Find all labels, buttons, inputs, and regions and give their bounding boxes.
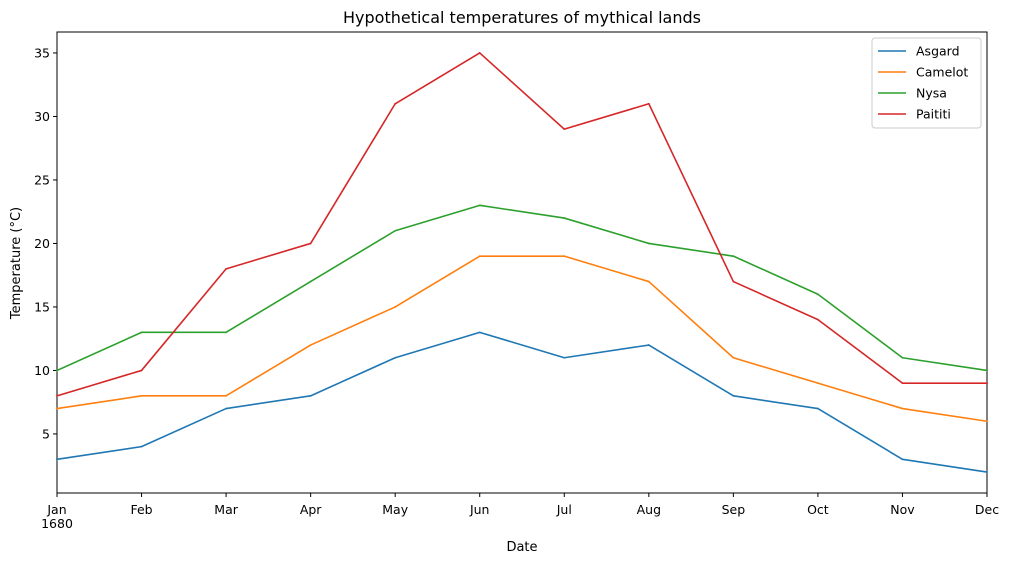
data-point bbox=[817, 407, 819, 410]
y-tick-label: 20 bbox=[34, 236, 50, 251]
legend-item: Camelot bbox=[878, 65, 968, 80]
data-point bbox=[478, 255, 481, 258]
x-tick-label: May bbox=[382, 502, 408, 517]
data-point bbox=[732, 280, 735, 283]
y-tick-label: 25 bbox=[34, 172, 50, 187]
data-point bbox=[986, 369, 988, 372]
x-tick-label: Apr bbox=[300, 502, 322, 517]
x-year-label: 1680 bbox=[41, 516, 73, 531]
x-tick-label: Jun bbox=[469, 502, 490, 517]
data-point bbox=[647, 102, 650, 105]
data-point bbox=[563, 217, 566, 219]
data-point bbox=[732, 394, 735, 397]
data-point bbox=[563, 128, 566, 131]
data-point bbox=[309, 344, 312, 346]
legend-item: Paititi bbox=[878, 107, 951, 122]
data-point bbox=[647, 344, 650, 346]
series-line bbox=[56, 331, 988, 473]
data-point bbox=[732, 356, 735, 359]
data-point bbox=[986, 471, 988, 473]
x-tick-label: Dec bbox=[975, 502, 999, 517]
data-point bbox=[817, 382, 819, 385]
data-point bbox=[56, 407, 58, 410]
data-point bbox=[394, 102, 397, 105]
data-point bbox=[901, 382, 904, 385]
data-point bbox=[56, 394, 58, 397]
y-axis: 5 10 15 20 25 30 35 bbox=[34, 45, 57, 441]
plot-area bbox=[56, 31, 988, 494]
data-point bbox=[817, 293, 819, 296]
legend-label: Asgard bbox=[916, 44, 960, 59]
legend-item: Asgard bbox=[878, 44, 960, 59]
data-point bbox=[140, 369, 143, 372]
data-point bbox=[309, 280, 312, 283]
series-paititi bbox=[56, 52, 988, 397]
legend-label: Camelot bbox=[916, 65, 968, 80]
data-point bbox=[563, 255, 566, 258]
data-point bbox=[563, 356, 566, 359]
data-point bbox=[309, 394, 312, 397]
y-tick-label: 30 bbox=[34, 109, 50, 124]
x-tick-label: Jul bbox=[556, 502, 572, 517]
data-point bbox=[225, 267, 227, 270]
data-point bbox=[225, 407, 227, 410]
x-tick-label: Nov bbox=[890, 502, 915, 517]
series-nysa bbox=[55, 204, 988, 372]
data-point bbox=[394, 306, 397, 308]
legend-item: Nysa bbox=[878, 86, 947, 101]
data-point bbox=[986, 420, 988, 423]
x-tick-label: Aug bbox=[637, 502, 661, 517]
data-point bbox=[817, 318, 819, 321]
chart-title: Hypothetical temperatures of mythical la… bbox=[343, 8, 701, 27]
data-point bbox=[901, 458, 904, 461]
data-point bbox=[986, 382, 988, 385]
x-tick-label: Feb bbox=[130, 502, 152, 517]
x-axis: Jan Feb Mar Apr May Jun Jul Aug Sep Oct Nov Dec 1680 bbox=[41, 493, 999, 531]
data-point bbox=[140, 445, 143, 448]
legend-box bbox=[871, 37, 982, 129]
series-line bbox=[56, 52, 988, 397]
data-point bbox=[225, 394, 227, 397]
data-point bbox=[225, 331, 227, 334]
x-tick-label: Jan bbox=[46, 502, 66, 517]
legend: Asgard Camelot Nysa Paititi bbox=[871, 37, 982, 129]
x-tick-label: Sep bbox=[722, 502, 746, 517]
data-point bbox=[647, 242, 650, 245]
series-line bbox=[55, 204, 988, 372]
y-tick-label: 10 bbox=[34, 363, 50, 378]
data-point bbox=[901, 356, 904, 359]
series-line bbox=[56, 255, 988, 423]
y-tick-label: 5 bbox=[42, 426, 50, 441]
data-point bbox=[56, 369, 58, 372]
series-camelot bbox=[56, 255, 988, 423]
series-lines bbox=[55, 52, 988, 473]
legend-label: Paititi bbox=[916, 107, 951, 122]
legend-label: Nysa bbox=[916, 86, 947, 101]
data-point bbox=[309, 242, 312, 245]
data-point bbox=[478, 52, 481, 54]
series-asgard bbox=[56, 331, 988, 473]
x-axis-label: Date bbox=[506, 540, 537, 555]
data-point bbox=[647, 280, 650, 283]
data-point bbox=[732, 255, 735, 258]
y-tick-label: 15 bbox=[34, 299, 50, 314]
x-tick-label: Mar bbox=[214, 502, 238, 517]
y-tick-label: 35 bbox=[34, 45, 50, 60]
data-point bbox=[901, 407, 904, 410]
data-point bbox=[140, 394, 143, 397]
data-point bbox=[478, 331, 481, 334]
data-point bbox=[56, 458, 58, 461]
y-axis-label: Temperature (°C) bbox=[9, 207, 24, 320]
data-point bbox=[394, 356, 397, 359]
plot-frame bbox=[56, 31, 988, 494]
data-point bbox=[394, 229, 397, 232]
data-point bbox=[140, 331, 143, 334]
data-point bbox=[478, 204, 481, 207]
x-tick-label: Oct bbox=[807, 502, 829, 517]
